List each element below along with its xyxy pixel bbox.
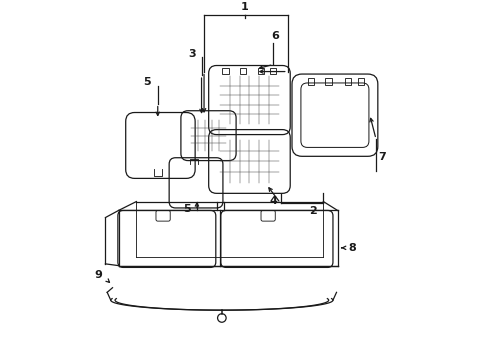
Text: 5: 5	[143, 77, 150, 87]
Bar	[325, 78, 332, 85]
Text: 9: 9	[94, 270, 102, 280]
Bar	[308, 78, 314, 85]
Text: 5: 5	[183, 204, 191, 214]
Bar	[222, 68, 229, 74]
Text: 7: 7	[379, 152, 386, 162]
Text: 3: 3	[188, 49, 196, 59]
Text: 6: 6	[272, 31, 280, 41]
Text: 8: 8	[348, 243, 356, 253]
Bar	[240, 68, 246, 74]
Text: 2: 2	[309, 206, 317, 216]
Bar	[270, 68, 276, 74]
Bar	[258, 68, 264, 74]
Bar	[358, 78, 364, 85]
Bar	[345, 78, 351, 85]
Text: 4: 4	[270, 196, 278, 206]
Text: 1: 1	[241, 2, 249, 12]
